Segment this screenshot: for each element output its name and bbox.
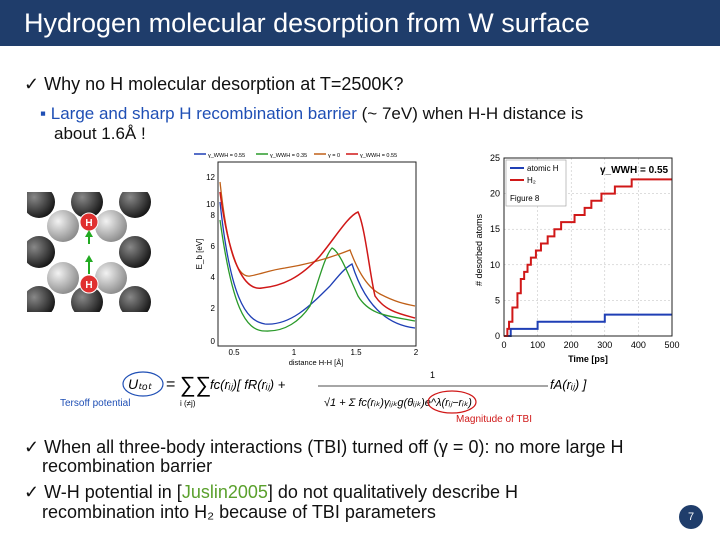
sub-bullet-barrier-blue: ▪ Large and sharp H recombination barrie… xyxy=(40,104,357,123)
energy-ytick: 8 xyxy=(211,211,216,220)
w-atom-dark xyxy=(27,192,55,218)
desorb-ytick: 25 xyxy=(490,153,500,163)
energy-ytick: 4 xyxy=(211,273,216,282)
desorb-series-line-0 xyxy=(504,313,672,337)
desorbed-atoms-chart: 0 5 10 15 20 25 0 100 200 300 400 500 Time [ps] # … xyxy=(474,153,680,364)
energy-ytick: 12 xyxy=(206,173,215,182)
tersoff-label: Tersoff potential xyxy=(60,398,131,409)
gamma-annotation: γ_WWH = 0.55 xyxy=(600,165,669,176)
energy-ytick: 0 xyxy=(211,337,216,346)
energy-curve-green xyxy=(219,219,416,332)
w-atom-dark xyxy=(27,286,55,312)
w-atom-dark xyxy=(119,236,151,268)
desorb-ylabel: # desorbed atoms xyxy=(474,213,484,286)
w-atom-dark xyxy=(119,286,151,312)
energy-ytick: 6 xyxy=(211,242,216,251)
w-atom-dark xyxy=(71,192,103,218)
legend-entry-2: γ_WWH = 0.35 xyxy=(270,153,307,159)
gamma-circle xyxy=(427,390,477,414)
energy-curve-red xyxy=(219,191,416,319)
fc-term: fc(rᵢⱼ)[ fR(rᵢⱼ) + xyxy=(210,377,286,392)
energy-ytick: 2 xyxy=(211,304,216,313)
desorb-ytick: 5 xyxy=(495,295,500,305)
desorb-xtick: 400 xyxy=(631,340,646,350)
bullet-why-no-desorption: ✓ Why no H molecular desorption at T=250… xyxy=(24,74,404,94)
energy-ytick: 10 xyxy=(206,200,215,209)
juslin-reference: Juslin2005 xyxy=(181,482,268,502)
w-atom-dark xyxy=(119,192,151,218)
legend-entry-1: γ_WWH = 0.55 xyxy=(208,153,245,159)
legend-h2: H₂ xyxy=(527,176,536,185)
desorb-xlabel: Time [ps] xyxy=(568,354,608,364)
denominator: √1 + Σ fc(rᵢₖ)γᵢⱼₖg(θᵢⱼₖ)e^λ(rᵢⱼ−rᵢₖ) xyxy=(324,397,472,409)
numerator: 1 xyxy=(430,370,435,380)
arrow-head-icon xyxy=(85,255,93,262)
sum-symbol: ∑∑ xyxy=(180,372,211,397)
desorb-legend: atomic H H₂ Figure 8 xyxy=(505,159,567,207)
sum-indices: i (≠j) xyxy=(180,399,196,408)
utot-circle xyxy=(122,371,164,397)
bullet-wh-potential-line2: recombination into H₂ because of TBI par… xyxy=(42,502,436,522)
w-atom-light xyxy=(95,262,127,294)
sub-bullet-barrier: ▪ Large and sharp H recombination barrie… xyxy=(40,104,583,123)
energy-legend: γ_WWH = 0.55 γ_WWH = 0.35 γ = 0 γ_WWH = … xyxy=(194,153,397,159)
desorb-ytick: 10 xyxy=(490,260,500,270)
energy-xtick: 1.5 xyxy=(350,348,362,357)
h-label-top: H xyxy=(85,218,92,229)
w-atom-light xyxy=(95,210,127,242)
sub-bullet-barrier-line2: about 1.6Å ! xyxy=(54,124,146,143)
desorb-ytick: 20 xyxy=(490,189,500,199)
arrow-head-icon xyxy=(85,230,93,237)
lattice-image: H H xyxy=(27,192,153,312)
energy-curve-blue xyxy=(219,201,416,329)
bullet3-pre: ✓ W-H potential in [ xyxy=(24,482,182,502)
energy-curve-orange xyxy=(219,181,416,307)
tersoff-formula: Uₜₒₜ = ∑∑ i (≠j) fc(rᵢⱼ)[ fR(rᵢⱼ) + 1 √1… xyxy=(122,370,587,414)
bullet-tbi-off: ✓ When all three-body interactions (TBI)… xyxy=(24,437,624,457)
h-label-bottom: H xyxy=(85,280,92,291)
bullet-wh-potential: ✓ W-H potential in [Juslin2005] do not q… xyxy=(24,482,518,502)
desorb-ytick: 15 xyxy=(490,224,500,234)
desorb-xtick: 300 xyxy=(597,340,612,350)
desorb-xtick: 100 xyxy=(530,340,545,350)
equals-sign: = xyxy=(166,376,175,393)
energy-xtick: 2 xyxy=(414,348,419,357)
magnitude-tbi-label: Magnitude of TBI xyxy=(456,414,532,425)
bullet-tbi-off-line2: recombination barrier xyxy=(42,456,213,476)
bullet3-post: ] do not qualitatively describe H xyxy=(267,482,519,502)
utot-symbol: Uₜₒₜ xyxy=(128,376,153,392)
legend-entry-4: γ_WWH = 0.55 xyxy=(360,153,397,159)
desorb-xtick: 200 xyxy=(564,340,579,350)
w-atom-dark xyxy=(71,286,103,312)
slide-title: Hydrogen molecular desorption from W sur… xyxy=(24,8,590,38)
legend-entry-3: γ = 0 xyxy=(328,153,340,159)
h-atom-bottom xyxy=(79,274,99,294)
desorb-xtick: 500 xyxy=(664,340,679,350)
desorb-ytick: 0 xyxy=(495,331,500,341)
energy-xtick: 1 xyxy=(292,348,297,357)
w-atom-light xyxy=(47,210,79,242)
energy-y-ticks: 0 2 4 6 8 10 12 xyxy=(206,173,215,346)
energy-xlabel: distance H-H [Å] xyxy=(289,358,344,367)
energy-barrier-plot: γ_WWH = 0.55 γ_WWH = 0.35 γ = 0 γ_WWH = … xyxy=(194,153,419,367)
energy-plot-frame xyxy=(217,161,417,347)
sub-bullet-barrier-black: (~ 7eV) when H-H distance is xyxy=(356,104,584,123)
figure-label: Figure 8 xyxy=(510,194,540,203)
title-bar: Hydrogen molecular desorption from W sur… xyxy=(0,0,720,46)
w-atom-light xyxy=(47,262,79,294)
energy-xtick: 0.5 xyxy=(228,348,240,357)
page-number: 7 xyxy=(679,505,703,529)
fa-term: fA(rᵢⱼ) ] xyxy=(550,377,587,392)
w-atom-dark xyxy=(27,236,55,268)
desorb-series-line-1 xyxy=(504,178,672,337)
desorb-xtick: 0 xyxy=(501,340,506,350)
energy-x-ticks: 0.5 1 1.5 2 xyxy=(228,348,418,357)
energy-ylabel: E_b [eV] xyxy=(195,239,204,270)
desorb-plot-frame xyxy=(503,157,673,337)
legend-atomic-h: atomic H xyxy=(527,164,559,173)
